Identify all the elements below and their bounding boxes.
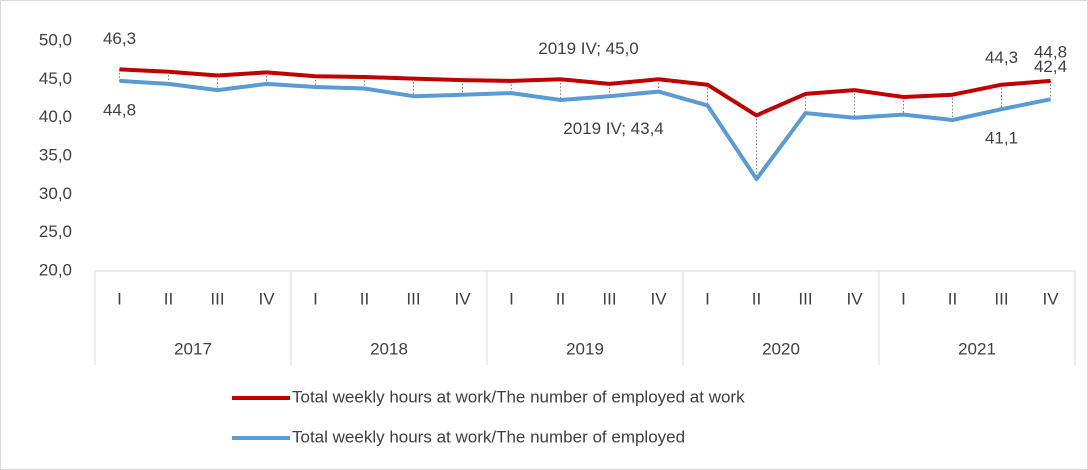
data-label: 2019 IV; 43,4 — [563, 119, 664, 138]
data-label: 41,1 — [985, 129, 1018, 148]
group-label: 2017 — [174, 339, 212, 358]
x-tick-label: IV — [650, 289, 667, 308]
data-label: 44,8 — [103, 100, 136, 119]
x-tick-label: I — [313, 289, 318, 308]
x-tick-label: II — [948, 289, 957, 308]
x-tick-label: I — [901, 289, 906, 308]
data-label: 2019 IV; 45,0 — [538, 39, 639, 58]
x-tick-label: III — [210, 289, 224, 308]
group-label: 2020 — [762, 339, 800, 358]
x-tick-label: II — [752, 289, 761, 308]
y-tick-label: 25,0 — [39, 222, 72, 241]
group-label: 2019 — [566, 339, 604, 358]
x-tick-label: IV — [846, 289, 863, 308]
series-line — [119, 67, 1051, 118]
legend-label: Total weekly hours at work/The number of… — [292, 427, 685, 446]
data-label: 44,8 — [1034, 42, 1067, 61]
x-tick-label: III — [602, 289, 616, 308]
legend-label: Total weekly hours at work/The number of… — [292, 387, 745, 406]
x-tick-label: III — [798, 289, 812, 308]
x-tick-label: III — [406, 289, 420, 308]
group-label: 2018 — [370, 339, 408, 358]
data-label: 46,3 — [103, 29, 136, 48]
x-tick-label: I — [705, 289, 710, 308]
y-tick-label: 30,0 — [39, 184, 72, 203]
data-label: 42,4 — [1034, 57, 1067, 76]
y-tick-label: 20,0 — [39, 260, 72, 279]
x-tick-label: II — [556, 289, 565, 308]
x-tick-label: II — [164, 289, 173, 308]
y-tick-label: 45,0 — [39, 69, 72, 88]
y-tick-label: 50,0 — [39, 30, 72, 49]
x-tick-label: IV — [258, 289, 275, 308]
group-label: 2021 — [958, 339, 996, 358]
x-tick-label: IV — [454, 289, 471, 308]
x-tick-label: I — [117, 289, 122, 308]
data-label: 44,3 — [985, 48, 1018, 67]
y-tick-label: 40,0 — [39, 107, 72, 126]
x-tick-label: IV — [1042, 289, 1059, 308]
y-tick-label: 35,0 — [39, 145, 72, 164]
x-tick-label: I — [509, 289, 514, 308]
series-line — [119, 78, 1051, 181]
x-tick-label: II — [360, 289, 369, 308]
x-tick-label: III — [994, 289, 1008, 308]
